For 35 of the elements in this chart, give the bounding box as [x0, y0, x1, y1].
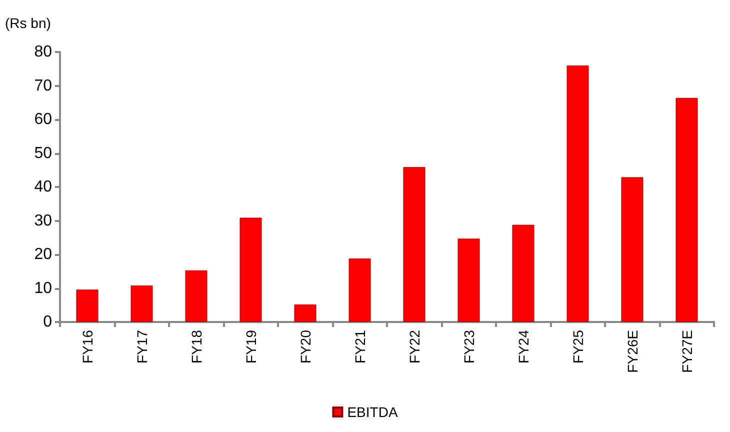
- y-tick-label: 80: [34, 44, 52, 60]
- bar: [458, 238, 480, 322]
- y-tick-label: 20: [34, 246, 52, 263]
- y-tick-label: 30: [34, 212, 52, 230]
- bar: [130, 286, 153, 322]
- bar: [240, 218, 262, 322]
- x-tick-label: FY23: [460, 330, 477, 364]
- y-tick-label: 70: [34, 77, 52, 94]
- y-tick-label: 60: [34, 111, 52, 128]
- x-tick-label: FY26E: [624, 330, 640, 373]
- legend-label: EBITDA: [347, 404, 398, 420]
- y-tick-label: 0: [43, 314, 52, 330]
- bar: [76, 290, 98, 322]
- x-tick-label: FY25: [570, 330, 586, 364]
- bar: [566, 66, 589, 322]
- x-tick-label: FY24: [515, 330, 532, 364]
- bar: [676, 98, 698, 322]
- bar: [294, 304, 316, 322]
- bar: [185, 270, 208, 322]
- y-tick-label: 10: [34, 280, 52, 297]
- x-tick-label: FY22: [406, 330, 422, 364]
- bar: [348, 258, 371, 322]
- y-tick-label: 50: [34, 144, 52, 162]
- y-tick-label: 40: [34, 178, 52, 196]
- x-tick-label: FY16: [79, 330, 96, 364]
- x-tick-label: FY27E: [678, 330, 695, 373]
- y-axis-title: (Rs bn): [5, 15, 51, 31]
- x-tick-label: FY20: [297, 330, 314, 364]
- x-tick-label: FY18: [188, 330, 204, 364]
- bar: [512, 224, 534, 322]
- bar: [621, 177, 644, 322]
- x-tick-label: FY17: [134, 330, 150, 364]
- x-tick-label: FY21: [352, 330, 368, 364]
- x-tick-label: FY19: [242, 330, 259, 364]
- bar: [403, 167, 426, 322]
